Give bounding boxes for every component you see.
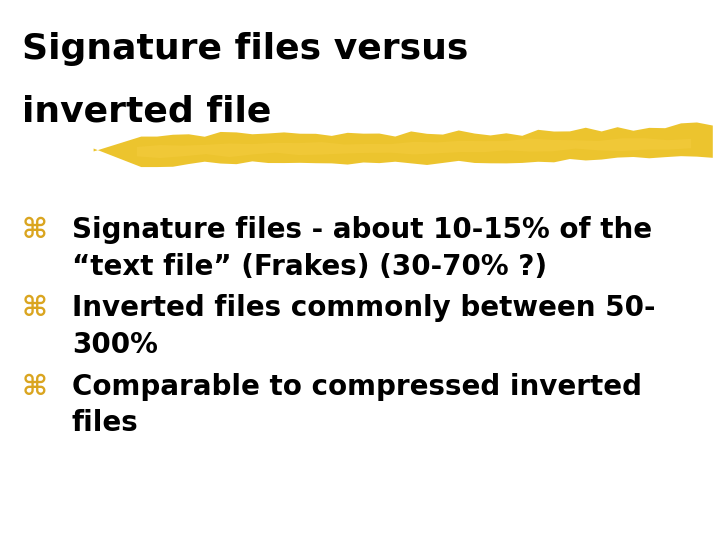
Text: Signature files - about 10-15% of the: Signature files - about 10-15% of the xyxy=(72,216,652,244)
Polygon shape xyxy=(137,138,691,158)
Polygon shape xyxy=(94,123,713,167)
Text: inverted file: inverted file xyxy=(22,94,271,129)
Text: “text file” (Frakes) (30-70% ?): “text file” (Frakes) (30-70% ?) xyxy=(72,253,547,281)
Text: files: files xyxy=(72,409,139,437)
Text: ⌘: ⌘ xyxy=(22,216,48,244)
Text: Comparable to compressed inverted: Comparable to compressed inverted xyxy=(72,373,642,401)
Text: 300%: 300% xyxy=(72,331,158,359)
Text: ⌘: ⌘ xyxy=(22,294,48,322)
Text: ⌘: ⌘ xyxy=(22,373,48,401)
Text: Signature files versus: Signature files versus xyxy=(22,32,468,66)
Text: Inverted files commonly between 50-: Inverted files commonly between 50- xyxy=(72,294,655,322)
